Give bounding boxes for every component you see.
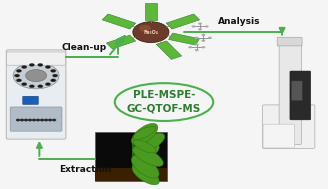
Circle shape xyxy=(208,37,212,39)
Polygon shape xyxy=(145,3,157,20)
Circle shape xyxy=(16,69,22,72)
Circle shape xyxy=(195,37,199,39)
Circle shape xyxy=(195,49,199,51)
Ellipse shape xyxy=(133,126,156,139)
Circle shape xyxy=(36,119,40,121)
Text: Fe₃O₄: Fe₃O₄ xyxy=(143,30,158,35)
Polygon shape xyxy=(166,14,199,29)
Circle shape xyxy=(201,34,205,36)
Circle shape xyxy=(29,63,34,66)
Polygon shape xyxy=(102,14,136,29)
Circle shape xyxy=(133,22,169,43)
Circle shape xyxy=(20,119,24,121)
FancyBboxPatch shape xyxy=(279,39,301,144)
Circle shape xyxy=(28,119,32,121)
FancyBboxPatch shape xyxy=(95,168,167,181)
Text: GC-QTOF-MS: GC-QTOF-MS xyxy=(127,104,201,114)
FancyBboxPatch shape xyxy=(263,124,295,148)
Circle shape xyxy=(48,119,52,121)
Text: Extraction: Extraction xyxy=(59,165,112,174)
Circle shape xyxy=(24,119,28,121)
FancyBboxPatch shape xyxy=(23,96,38,105)
Ellipse shape xyxy=(132,155,159,178)
Circle shape xyxy=(51,79,56,82)
Circle shape xyxy=(32,119,36,121)
Circle shape xyxy=(188,46,192,48)
FancyBboxPatch shape xyxy=(7,52,66,65)
Circle shape xyxy=(40,119,44,121)
FancyBboxPatch shape xyxy=(262,105,315,148)
FancyBboxPatch shape xyxy=(290,71,311,120)
Circle shape xyxy=(192,25,195,28)
Circle shape xyxy=(22,83,27,86)
Text: Clean-up: Clean-up xyxy=(61,43,106,52)
Circle shape xyxy=(38,63,43,66)
Text: Analysis: Analysis xyxy=(218,17,261,26)
Circle shape xyxy=(52,74,58,77)
Ellipse shape xyxy=(132,123,158,145)
FancyBboxPatch shape xyxy=(10,107,62,131)
Circle shape xyxy=(198,22,202,25)
Ellipse shape xyxy=(133,140,156,153)
Circle shape xyxy=(14,74,20,77)
FancyBboxPatch shape xyxy=(6,50,66,139)
Text: PLE-MSPE-: PLE-MSPE- xyxy=(133,91,195,100)
Circle shape xyxy=(45,66,51,69)
Circle shape xyxy=(201,40,205,42)
Circle shape xyxy=(16,79,22,82)
Circle shape xyxy=(52,119,56,121)
Circle shape xyxy=(45,83,51,86)
Circle shape xyxy=(13,62,59,89)
Polygon shape xyxy=(107,35,136,49)
Circle shape xyxy=(22,66,27,69)
Ellipse shape xyxy=(133,147,163,166)
FancyBboxPatch shape xyxy=(291,81,302,101)
Polygon shape xyxy=(169,33,199,45)
Circle shape xyxy=(26,70,47,82)
Polygon shape xyxy=(156,41,182,59)
Ellipse shape xyxy=(132,144,159,163)
Circle shape xyxy=(51,69,56,72)
Ellipse shape xyxy=(133,133,165,154)
Circle shape xyxy=(195,43,199,46)
Circle shape xyxy=(205,25,209,28)
Circle shape xyxy=(201,46,205,48)
Circle shape xyxy=(44,119,48,121)
FancyBboxPatch shape xyxy=(95,132,167,181)
Circle shape xyxy=(29,85,34,88)
Circle shape xyxy=(16,119,20,121)
Circle shape xyxy=(38,85,43,88)
FancyBboxPatch shape xyxy=(277,37,302,46)
Circle shape xyxy=(139,25,151,32)
Ellipse shape xyxy=(132,165,159,185)
Circle shape xyxy=(198,28,202,30)
